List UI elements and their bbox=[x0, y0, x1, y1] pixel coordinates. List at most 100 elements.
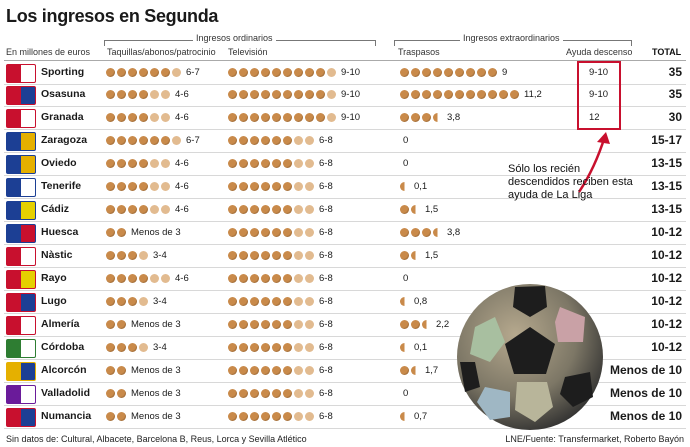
television-coin bbox=[228, 228, 237, 237]
traspasos-value: 2,2 bbox=[436, 319, 450, 330]
television-coin bbox=[272, 366, 281, 375]
television-coin bbox=[228, 68, 237, 77]
taquillas-coin bbox=[117, 113, 126, 122]
television-coin bbox=[272, 274, 281, 283]
television-coin bbox=[272, 113, 281, 122]
team-name: Córdoba bbox=[41, 341, 85, 353]
television-coin bbox=[305, 366, 314, 375]
television-coin bbox=[294, 182, 303, 191]
table-row: Tenerife 4-6 6-8 0,1 13-15 bbox=[4, 175, 686, 199]
taquillas-coin bbox=[117, 68, 126, 77]
television-coin bbox=[283, 113, 292, 122]
traspasos-coin bbox=[466, 90, 475, 99]
taquillas-coin bbox=[139, 297, 148, 306]
television-coin bbox=[239, 90, 248, 99]
television-value: 6-8 bbox=[319, 365, 333, 376]
television-coin bbox=[228, 182, 237, 191]
taquillas-coin bbox=[150, 136, 159, 145]
total-header: TOTAL bbox=[652, 47, 682, 57]
television-coin bbox=[239, 366, 248, 375]
television-coin bbox=[272, 182, 281, 191]
taquillas-value: Menos de 3 bbox=[131, 388, 181, 399]
television-coin bbox=[272, 343, 281, 352]
television-value: 6-8 bbox=[319, 158, 333, 169]
traspasos-coin bbox=[411, 366, 416, 375]
taquillas-coin bbox=[128, 274, 137, 283]
traspasos-value: 1,7 bbox=[425, 365, 439, 376]
taquillas-coin bbox=[139, 343, 148, 352]
taquillas-coin bbox=[150, 90, 159, 99]
television-coin bbox=[261, 205, 270, 214]
total-value: Menos de 10 bbox=[609, 386, 682, 400]
team-crest-icon bbox=[6, 224, 36, 243]
traspasos-value: 0 bbox=[403, 135, 409, 146]
total-value: 15-17 bbox=[651, 133, 682, 147]
taquillas-coin bbox=[106, 389, 115, 398]
traspasos-coin bbox=[400, 113, 409, 122]
television-coin bbox=[294, 228, 303, 237]
television-value: 6-8 bbox=[319, 227, 333, 238]
traspasos-coin bbox=[433, 68, 442, 77]
taquillas-value: 3-4 bbox=[153, 250, 167, 261]
taquillas-coin bbox=[106, 412, 115, 421]
television-value: 6-8 bbox=[319, 388, 333, 399]
television-coin bbox=[228, 343, 237, 352]
table-row: Numancia Menos de 3 6-8 0,7 Menos de 10 bbox=[4, 405, 686, 429]
team-name: Numancia bbox=[41, 410, 92, 422]
traspasos-coin bbox=[400, 90, 409, 99]
television-coin bbox=[250, 297, 259, 306]
television-coin bbox=[250, 366, 259, 375]
traspasos-coin bbox=[400, 182, 405, 191]
television-coin bbox=[305, 90, 314, 99]
television-coin bbox=[305, 251, 314, 260]
taquillas-value: 4-6 bbox=[175, 112, 189, 123]
taquillas-coin bbox=[139, 136, 148, 145]
television-coin bbox=[294, 113, 303, 122]
traspasos-coin bbox=[477, 68, 486, 77]
taquillas-coin bbox=[150, 182, 159, 191]
taquillas-coin bbox=[117, 90, 126, 99]
team-crest-icon bbox=[6, 201, 36, 220]
team-crest-icon bbox=[6, 270, 36, 289]
traspasos-coin bbox=[488, 68, 497, 77]
television-value: 6-8 bbox=[319, 250, 333, 261]
taquillas-coin bbox=[139, 274, 148, 283]
television-coin bbox=[239, 159, 248, 168]
team-name: Tenerife bbox=[41, 180, 82, 192]
page-title: Los ingresos en Segunda bbox=[6, 6, 219, 26]
television-coin bbox=[272, 90, 281, 99]
table-row: Alcorcón Menos de 3 6-8 1,7 Menos de 10 bbox=[4, 359, 686, 383]
television-coin bbox=[261, 297, 270, 306]
table-row: Nàstic 3-4 6-8 1,5 10-12 bbox=[4, 244, 686, 268]
television-coin bbox=[283, 182, 292, 191]
television-coin bbox=[228, 90, 237, 99]
ayuda-value: 9-10 bbox=[589, 89, 609, 100]
taquillas-coin bbox=[117, 366, 126, 375]
taquillas-coin bbox=[161, 182, 170, 191]
taquillas-coin bbox=[161, 159, 170, 168]
taquillas-coin bbox=[106, 320, 115, 329]
television-value: 6-8 bbox=[319, 135, 333, 146]
television-value: 6-8 bbox=[319, 296, 333, 307]
taquillas-value: 6-7 bbox=[186, 67, 200, 78]
team-name: Osasuna bbox=[41, 88, 86, 100]
team-name: Nàstic bbox=[41, 249, 73, 261]
television-coin bbox=[239, 297, 248, 306]
traspasos-coin bbox=[455, 90, 464, 99]
television-coin bbox=[261, 228, 270, 237]
taquillas-coin bbox=[128, 205, 137, 214]
traspasos-coin bbox=[400, 68, 409, 77]
ordinarios-header: Ingresos ordinarios bbox=[193, 33, 276, 43]
television-coin bbox=[305, 159, 314, 168]
traspasos-value: 3,8 bbox=[447, 112, 461, 123]
taquillas-value: Menos de 3 bbox=[131, 227, 181, 238]
taquillas-coin bbox=[139, 251, 148, 260]
taquillas-coin bbox=[106, 159, 115, 168]
total-value: 10-12 bbox=[651, 271, 682, 285]
taquillas-coin bbox=[128, 159, 137, 168]
team-crest-icon bbox=[6, 109, 36, 128]
traspasos-coin bbox=[433, 228, 438, 237]
taquillas-coin bbox=[128, 113, 137, 122]
television-coin bbox=[294, 159, 303, 168]
taquillas-coin bbox=[172, 136, 181, 145]
